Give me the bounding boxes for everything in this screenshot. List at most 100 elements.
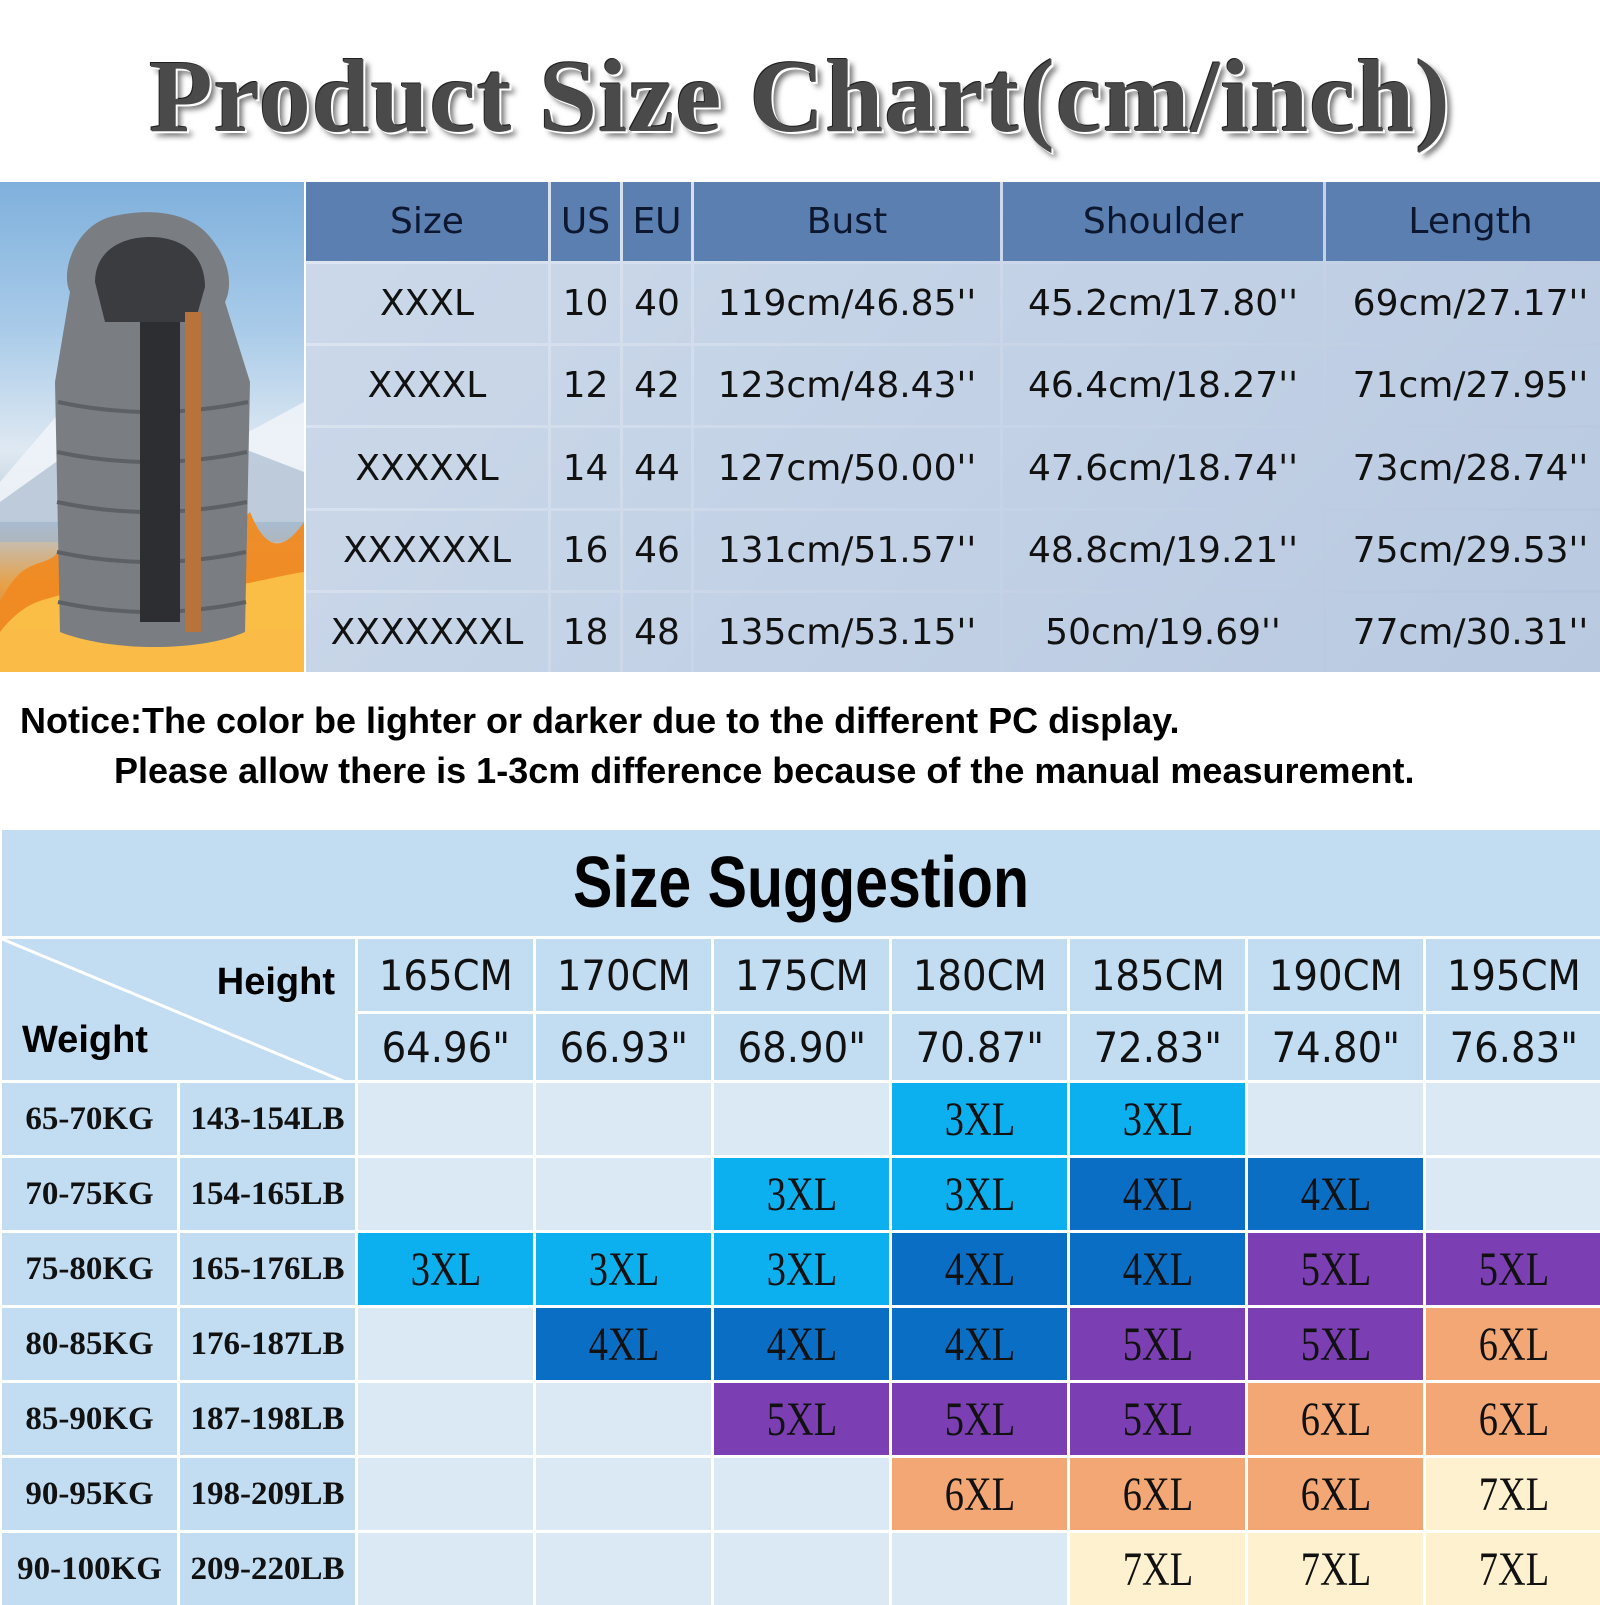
size-suggestion-cell <box>536 1158 711 1230</box>
weight-kg-cell-text: 65-70KG <box>25 1100 154 1137</box>
table-cell: 48.8cm/19.21'' <box>1003 510 1323 590</box>
weight-kg-cell-text: 75-80KG <box>25 1250 154 1287</box>
size-suggestion-cell <box>358 1383 533 1455</box>
height-inch-header-text: 76.83" <box>1449 1022 1578 1072</box>
height-inch-header: 70.87" <box>892 1014 1067 1080</box>
weight-lb-cell: 176-187LB <box>180 1308 355 1380</box>
weight-lb-cell-text: 143-154LB <box>190 1100 345 1137</box>
size-suggestion-cell-text: 5XL <box>1300 1242 1371 1296</box>
size-suggestion-cell: 5XL <box>892 1383 1067 1455</box>
size-suggestion-cell: 4XL <box>1070 1233 1245 1305</box>
size-suggestion-cell <box>714 1083 889 1155</box>
size-suggestion-cell <box>714 1458 889 1530</box>
size-suggestion-cell-text: 7XL <box>1122 1542 1193 1596</box>
size-suggestion-cell <box>1426 1158 1600 1230</box>
height-cm-header-text: 175CM <box>734 950 869 1000</box>
height-cm-header-text: 165CM <box>378 950 513 1000</box>
weight-lb-cell: 198-209LB <box>180 1458 355 1530</box>
table-cell: 46 <box>623 510 691 590</box>
height-inch-header-text: 74.80" <box>1271 1022 1400 1072</box>
header-bust: Bust <box>694 182 1000 262</box>
size-suggestion-cell: 3XL <box>536 1233 711 1305</box>
height-inch-header: 74.80" <box>1248 1014 1423 1080</box>
weight-kg-cell: 75-80KG <box>2 1233 177 1305</box>
weight-lb-cell: 187-198LB <box>180 1383 355 1455</box>
size-suggestion-cell <box>536 1458 711 1530</box>
weight-lb-cell: 154-165LB <box>180 1158 355 1230</box>
height-cm-header-text: 185CM <box>1090 950 1225 1000</box>
height-cm-header: 195CM <box>1426 939 1600 1011</box>
weight-lb-cell-text: 165-176LB <box>190 1250 345 1287</box>
height-inch-header-text: 66.93" <box>559 1022 688 1072</box>
size-suggestion-cell: 4XL <box>892 1308 1067 1380</box>
height-inch-header-text: 70.87" <box>915 1022 1044 1072</box>
table-cell: 73cm/28.74'' <box>1326 428 1600 508</box>
table-cell: 42 <box>623 346 691 426</box>
weight-kg-cell-text: 70-75KG <box>25 1175 154 1212</box>
height-inch-header-text: 64.96" <box>381 1022 510 1072</box>
hooded-puffer-vest-image <box>0 212 304 672</box>
notice-line-1: Notice:The color be lighter or darker du… <box>20 700 1180 741</box>
height-inch-header: 66.93" <box>536 1014 711 1080</box>
table-cell: 14 <box>551 428 620 508</box>
height-inch-header: 68.90" <box>714 1014 889 1080</box>
table-cell: 135cm/53.15'' <box>694 592 1000 672</box>
table-cell: 123cm/48.43'' <box>694 346 1000 426</box>
size-suggestion-cell-text: 5XL <box>1122 1317 1193 1371</box>
size-suggestion-cell-text: 4XL <box>944 1317 1015 1371</box>
size-suggestion-cell-text: 3XL <box>1122 1092 1193 1146</box>
weight-lb-cell: 143-154LB <box>180 1083 355 1155</box>
height-cm-header-text: 190CM <box>1268 950 1403 1000</box>
size-suggestion-cell: 6XL <box>892 1458 1067 1530</box>
table-cell: XXXXXXXL <box>306 592 548 672</box>
size-suggestion-cell: 7XL <box>1248 1533 1423 1605</box>
size-suggestion-cell-text: 3XL <box>944 1092 1015 1146</box>
header-size: Size <box>306 182 548 262</box>
size-suggestion-cell-text: 3XL <box>410 1242 481 1296</box>
table-cell: 77cm/30.31'' <box>1326 592 1600 672</box>
table-cell: XXXL <box>306 264 548 344</box>
weight-lb-cell-text: 198-209LB <box>190 1475 345 1512</box>
header-shoulder: Shoulder <box>1003 182 1323 262</box>
size-suggestion-cell <box>358 1083 533 1155</box>
size-suggestion-cell: 7XL <box>1426 1533 1600 1605</box>
height-cm-header: 180CM <box>892 939 1067 1011</box>
size-suggestion-cell-text: 3XL <box>766 1167 837 1221</box>
size-suggestion-cell: 7XL <box>1070 1533 1245 1605</box>
table-cell: 75cm/29.53'' <box>1326 510 1600 590</box>
table-cell: 47.6cm/18.74'' <box>1003 428 1323 508</box>
weight-lb-cell-text: 187-198LB <box>190 1400 345 1437</box>
size-suggestion-cell-text: 6XL <box>1122 1467 1193 1521</box>
weight-kg-cell: 85-90KG <box>2 1383 177 1455</box>
table-cell: 18 <box>551 592 620 672</box>
size-suggestion-cell-text: 4XL <box>944 1242 1015 1296</box>
size-suggestion-cell-text: 4XL <box>766 1317 837 1371</box>
size-suggestion-cell-text: 4XL <box>1122 1167 1193 1221</box>
height-cm-header: 185CM <box>1070 939 1245 1011</box>
weight-lb-cell-text: 209-220LB <box>190 1550 345 1587</box>
height-cm-header: 190CM <box>1248 939 1423 1011</box>
size-suggestion-cell-text: 4XL <box>588 1317 659 1371</box>
size-suggestion-title: Size Suggestion <box>2 830 1600 936</box>
size-suggestion-cell: 3XL <box>358 1233 533 1305</box>
size-suggestion-cell-text: 6XL <box>1478 1317 1549 1371</box>
table-cell: 131cm/51.57'' <box>694 510 1000 590</box>
weight-lb-cell: 209-220LB <box>180 1533 355 1605</box>
table-cell: 69cm/27.17'' <box>1326 264 1600 344</box>
size-suggestion-title-text: Size Suggestion <box>573 843 1030 923</box>
size-suggestion-cell-text: 6XL <box>944 1467 1015 1521</box>
size-suggestion-cell-text: 6XL <box>1300 1467 1371 1521</box>
table-cell: 119cm/46.85'' <box>694 264 1000 344</box>
size-suggestion-cell <box>358 1158 533 1230</box>
size-suggestion-cell <box>1426 1083 1600 1155</box>
table-cell: 46.4cm/18.27'' <box>1003 346 1323 426</box>
size-suggestion-cell-text: 7XL <box>1300 1542 1371 1596</box>
weight-kg-cell-text: 90-100KG <box>17 1550 162 1587</box>
table-cell: 50cm/19.69'' <box>1003 592 1323 672</box>
size-suggestion-cell: 4XL <box>892 1233 1067 1305</box>
table-cell: 40 <box>623 264 691 344</box>
height-cm-header-text: 180CM <box>912 950 1047 1000</box>
size-suggestion-cell: 5XL <box>1248 1233 1423 1305</box>
size-suggestion-table: Size Suggestion Height Weight 165CM 170CM… <box>2 830 1600 1605</box>
size-suggestion-cell <box>358 1458 533 1530</box>
